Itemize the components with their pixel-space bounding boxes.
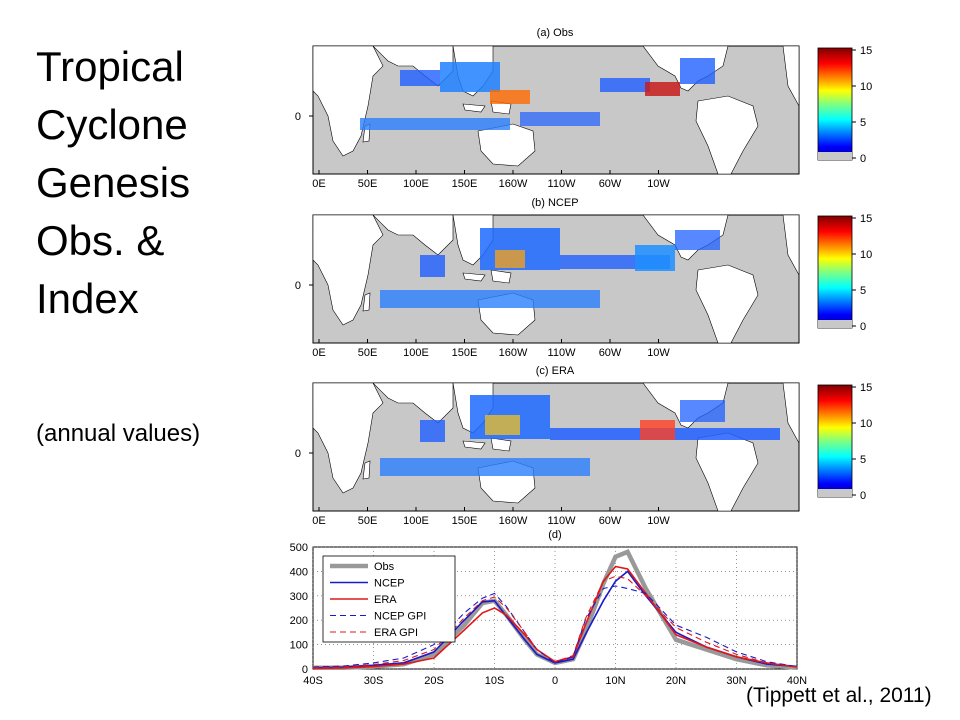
- y-tick-label: 500: [290, 542, 308, 554]
- x-tick-label: 30S: [364, 675, 384, 687]
- legend-label: Obs: [374, 561, 395, 573]
- y-tick-label: 200: [290, 615, 308, 627]
- title-line-2: Cyclone: [36, 101, 188, 148]
- subtitle: (annual values): [36, 420, 201, 447]
- y-tick-label: 100: [290, 640, 308, 652]
- series-line-ncep: [312, 570, 798, 669]
- legend-label: NCEP GPI: [374, 611, 426, 623]
- x-tick-label: 40S: [303, 675, 323, 687]
- x-tick-label: 20S: [424, 675, 444, 687]
- series: [312, 549, 798, 671]
- x-tick-label: 10N: [605, 675, 625, 687]
- y-tick-label: 300: [290, 591, 308, 603]
- title-line-1: Tropical: [36, 43, 184, 90]
- y-axis: 500 400 300 200 100 0: [290, 542, 308, 676]
- title-line-3: Genesis: [36, 159, 191, 206]
- citation: (Tippett et al., 2011): [746, 684, 932, 707]
- series-line-era-gpi: [312, 575, 798, 669]
- x-tick-label: 40N: [787, 675, 807, 687]
- title-line-5: Index: [36, 275, 139, 322]
- series-line-ncep-gpi: [312, 585, 798, 668]
- x-axis: 40S 30S 20S 10S 0 10N 20N 30N 40N: [303, 675, 807, 687]
- slide-title: Tropical Cyclone Genesis Obs. & Index: [36, 38, 266, 328]
- title-line-4: Obs. &: [36, 217, 165, 264]
- x-tick-label: 30N: [726, 675, 746, 687]
- x-tick-label: 20N: [666, 675, 686, 687]
- legend-label: ERA: [374, 594, 397, 606]
- y-tick-label: 0: [302, 664, 308, 676]
- legend: Obs NCEP ERA NCEP GPI ERA GPI: [322, 555, 456, 643]
- x-tick-label: 0: [552, 675, 558, 687]
- x-tick-label: 10S: [485, 675, 505, 687]
- y-tick-label: 400: [290, 566, 308, 578]
- legend-label: NCEP: [374, 578, 405, 590]
- legend-label: ERA GPI: [374, 627, 418, 639]
- chart-title: (d): [548, 529, 561, 541]
